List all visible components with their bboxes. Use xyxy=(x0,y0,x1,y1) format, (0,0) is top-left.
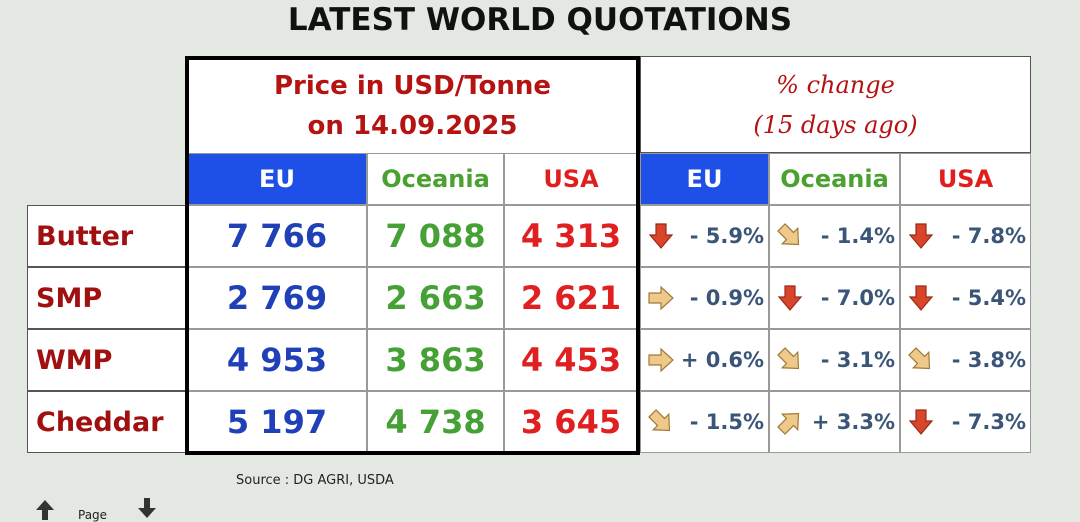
change-wmp-oceania: - 3.1% xyxy=(769,329,900,391)
right-icon xyxy=(647,284,675,312)
change-value: + 3.3% xyxy=(811,410,895,434)
change-cheddar-oceania: + 3.3% xyxy=(769,391,900,453)
price-header: Price in USD/Tonne on 14.09.2025 xyxy=(187,58,638,153)
price-subheader-oceania: Oceania xyxy=(367,153,504,205)
up-right-icon xyxy=(776,408,804,436)
price-subheader-usa: USA xyxy=(504,153,638,205)
change-value: - 5.4% xyxy=(951,286,1026,310)
change-butter-usa: - 7.8% xyxy=(900,205,1031,267)
change-subheader-oceania: Oceania xyxy=(769,153,900,205)
price-header-line1: Price in USD/Tonne xyxy=(273,70,552,101)
page-title: LATEST WORLD QUOTATIONS xyxy=(287,2,793,38)
price-cheddar-eu: 5 197 xyxy=(187,391,367,453)
product-name-cheddar: Cheddar xyxy=(27,391,187,453)
price-wmp-eu: 4 953 xyxy=(187,329,367,391)
change-smp-oceania: - 7.0% xyxy=(769,267,900,329)
price-cheddar-oceania: 4 738 xyxy=(367,391,504,453)
change-value: - 7.0% xyxy=(820,286,895,310)
change-wmp-usa: - 3.8% xyxy=(900,329,1031,391)
price-smp-oceania: 2 663 xyxy=(367,267,504,329)
arrow-down-icon[interactable] xyxy=(136,498,158,520)
change-value: - 5.9% xyxy=(689,224,764,248)
price-butter-eu: 7 766 xyxy=(187,205,367,267)
change-butter-eu: - 5.9% xyxy=(640,205,769,267)
price-butter-usa: 4 313 xyxy=(504,205,638,267)
price-smp-eu: 2 769 xyxy=(187,267,367,329)
down-icon xyxy=(907,222,935,250)
down-right-icon xyxy=(776,222,804,250)
change-smp-usa: - 5.4% xyxy=(900,267,1031,329)
down-right-icon xyxy=(907,346,935,374)
price-butter-oceania: 7 088 xyxy=(367,205,504,267)
price-subheader-eu: EU xyxy=(187,153,367,205)
price-cheddar-usa: 3 645 xyxy=(504,391,638,453)
source-note: Source : DG AGRI, USDA xyxy=(236,473,394,488)
change-value: - 7.8% xyxy=(951,224,1026,248)
change-subheader-usa: USA xyxy=(900,153,1031,205)
product-name-smp: SMP xyxy=(27,267,187,329)
product-name-butter: Butter xyxy=(27,205,187,267)
change-value: - 7.3% xyxy=(951,410,1026,434)
change-value: - 3.1% xyxy=(820,348,895,372)
change-butter-oceania: - 1.4% xyxy=(769,205,900,267)
change-smp-eu: - 0.9% xyxy=(640,267,769,329)
change-subheader-eu: EU xyxy=(640,153,769,205)
change-cheddar-eu: - 1.5% xyxy=(640,391,769,453)
down-icon xyxy=(647,222,675,250)
product-name-wmp: WMP xyxy=(27,329,187,391)
change-header: % change (15 days ago) xyxy=(640,56,1031,153)
arrow-up-icon[interactable] xyxy=(34,498,56,520)
down-icon xyxy=(907,408,935,436)
page-nav-label: Page xyxy=(78,508,108,522)
change-header-line1: % change xyxy=(776,70,895,99)
change-value: + 0.6% xyxy=(680,348,764,372)
change-cheddar-usa: - 7.3% xyxy=(900,391,1031,453)
down-icon xyxy=(776,284,804,312)
price-wmp-usa: 4 453 xyxy=(504,329,638,391)
down-icon xyxy=(907,284,935,312)
change-value: - 3.8% xyxy=(951,348,1026,372)
down-right-icon xyxy=(776,346,804,374)
price-smp-usa: 2 621 xyxy=(504,267,638,329)
change-value: - 0.9% xyxy=(689,286,764,310)
change-wmp-eu: + 0.6% xyxy=(640,329,769,391)
right-icon xyxy=(647,346,675,374)
change-value: - 1.5% xyxy=(689,410,764,434)
change-value: - 1.4% xyxy=(820,224,895,248)
change-header-line2: (15 days ago) xyxy=(753,110,918,139)
down-right-icon xyxy=(647,408,675,436)
price-header-line2: on 14.09.2025 xyxy=(307,110,518,141)
price-wmp-oceania: 3 863 xyxy=(367,329,504,391)
